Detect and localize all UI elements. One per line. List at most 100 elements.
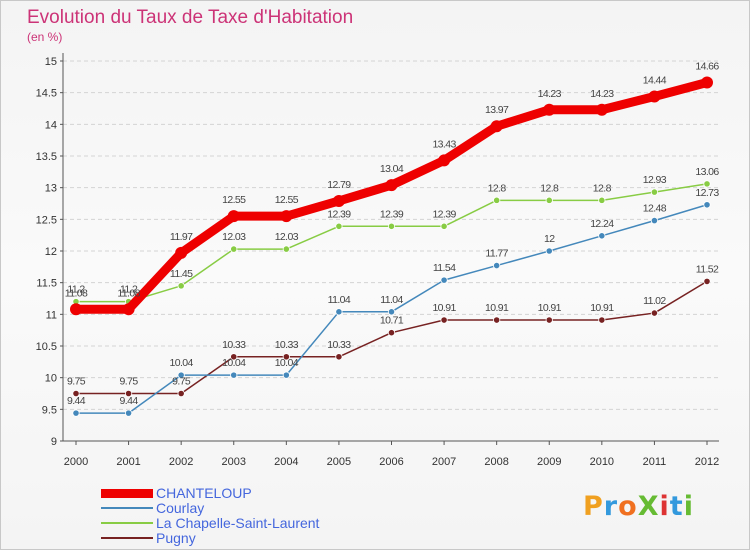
data-label: 12.8 — [593, 182, 612, 194]
data-point — [440, 276, 448, 284]
data-point — [230, 245, 238, 253]
data-label: 14.23 — [590, 88, 614, 100]
y-tick-label: 13.5 — [36, 151, 57, 163]
data-point — [650, 217, 659, 225]
data-point — [227, 210, 240, 223]
data-point — [650, 309, 659, 317]
legend-swatch — [101, 507, 153, 509]
chart-title: Evolution du Taux de Taxe d'Habitation — [27, 7, 354, 28]
data-label: 9.44 — [67, 395, 86, 407]
legend-label: Pugny — [156, 530, 196, 546]
data-label: 12.03 — [275, 231, 299, 243]
x-tick-label: 2010 — [590, 456, 614, 468]
data-point — [493, 261, 501, 270]
data-label: 9.75 — [67, 376, 86, 388]
data-label: 11.45 — [170, 268, 193, 280]
data-point — [490, 120, 503, 133]
logo-letter: r — [603, 491, 619, 522]
data-point — [387, 329, 396, 337]
data-label: 10.04 — [222, 357, 246, 369]
data-label: 12.8 — [488, 182, 507, 194]
data-point — [703, 277, 711, 285]
data-label: 11.08 — [65, 287, 88, 299]
x-tick-label: 2009 — [537, 456, 561, 468]
data-label: 11.02 — [643, 295, 666, 307]
data-point — [335, 308, 343, 316]
data-label: 12.93 — [643, 174, 667, 186]
data-point — [493, 196, 501, 204]
y-tick-label: 11.5 — [36, 278, 57, 290]
logo-letter: i — [683, 491, 694, 522]
y-tick-label: 11 — [46, 309, 57, 321]
data-point — [124, 409, 133, 417]
data-point — [230, 353, 238, 361]
data-label: 11.2 — [120, 284, 138, 296]
data-label: 12.55 — [275, 194, 299, 206]
data-point — [175, 246, 188, 259]
data-label: 10.91 — [538, 302, 562, 314]
x-tick-label: 2012 — [695, 456, 719, 468]
data-point — [648, 90, 661, 103]
data-point — [440, 222, 448, 230]
proxiti-logo: ProXiti — [583, 491, 694, 522]
data-label: 11.2 — [67, 284, 85, 296]
data-label: 12.8 — [540, 182, 559, 194]
data-point — [703, 180, 711, 188]
data-label: 10.04 — [275, 357, 299, 369]
y-tick-label: 10 — [45, 373, 57, 385]
y-tick-label: 9.5 — [42, 404, 57, 416]
data-label: 9.44 — [120, 395, 139, 407]
data-point — [335, 222, 343, 230]
data-point — [282, 371, 290, 379]
x-tick-label: 2004 — [274, 456, 298, 468]
legend-item-pugny: Pugny — [101, 530, 196, 546]
data-label: 11.54 — [433, 262, 456, 274]
data-label: 13.06 — [695, 166, 719, 178]
data-label: 13.43 — [432, 138, 456, 150]
data-point — [701, 76, 713, 89]
data-point — [598, 232, 606, 240]
data-point — [387, 308, 396, 316]
data-point — [440, 316, 448, 324]
data-label: 12.48 — [643, 203, 667, 215]
data-label: 12.79 — [327, 179, 351, 191]
data-label: 12.39 — [432, 208, 456, 220]
data-point — [335, 353, 343, 361]
logo-letter: t — [669, 491, 684, 522]
x-tick-label: 2011 — [643, 456, 667, 468]
x-tick-label: 2003 — [222, 456, 246, 468]
data-point — [703, 201, 711, 209]
x-tick-label: 2001 — [116, 456, 140, 468]
data-point — [124, 389, 133, 398]
data-point — [282, 245, 290, 253]
y-tick-label: 12.5 — [36, 214, 57, 226]
data-label: 9.75 — [120, 376, 139, 388]
y-tick-label: 15 — [45, 56, 57, 68]
data-label: 14.66 — [695, 61, 719, 73]
data-point — [545, 316, 553, 324]
x-tick-label: 2008 — [484, 456, 508, 468]
data-label: 11.77 — [485, 248, 508, 260]
data-label: 10.04 — [170, 357, 194, 369]
legend-item-chanteloup: CHANTELOUP — [101, 485, 252, 501]
data-point — [70, 303, 82, 316]
data-point — [332, 194, 345, 207]
data-point — [493, 316, 501, 324]
data-point — [387, 222, 396, 230]
data-label: 13.04 — [380, 163, 404, 175]
data-label: 10.91 — [432, 302, 456, 314]
y-tick-label: 14 — [45, 119, 57, 131]
data-point — [598, 196, 606, 204]
data-point — [230, 371, 238, 379]
data-point — [545, 196, 553, 204]
legend-label: La Chapelle-Saint-Laurent — [156, 515, 320, 531]
data-point — [177, 282, 185, 290]
data-label: 12.55 — [222, 194, 246, 206]
data-label: 12 — [544, 233, 555, 245]
y-tick-label: 13 — [45, 183, 57, 195]
logo-letter: X — [637, 491, 660, 522]
data-label: 14.23 — [538, 88, 562, 100]
y-tick-label: 10.5 — [36, 341, 57, 353]
